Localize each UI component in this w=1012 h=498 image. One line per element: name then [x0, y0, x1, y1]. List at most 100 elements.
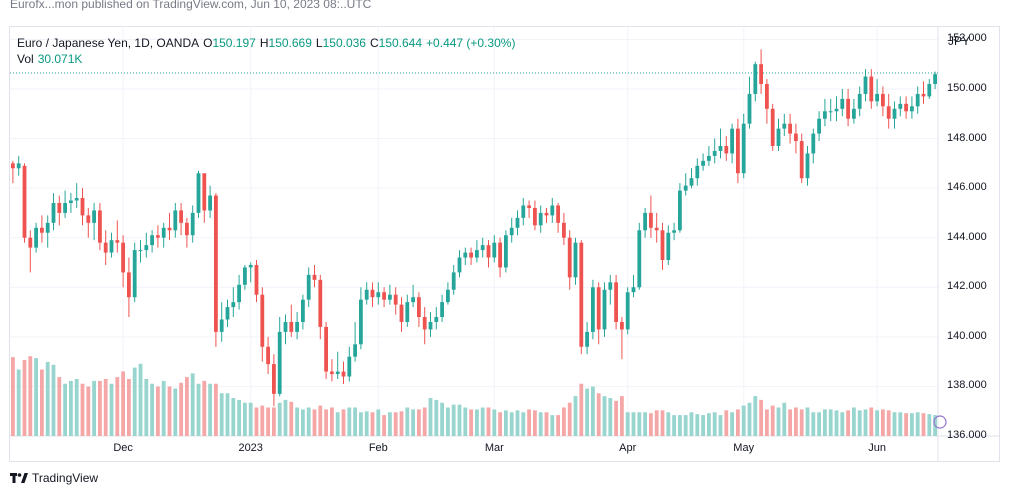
- volume-bar: [335, 412, 340, 436]
- footer-brand[interactable]: TradingView: [10, 471, 98, 485]
- volume-bar: [631, 412, 636, 436]
- candle-body: [69, 200, 73, 203]
- candle-body: [11, 163, 15, 169]
- legend-close-label: C: [369, 36, 379, 50]
- legend-vol-value: 30.071K: [37, 52, 83, 66]
- volume-bar: [521, 412, 526, 436]
- volume-bar: [602, 396, 607, 436]
- volume-bar: [214, 383, 218, 436]
- legend-high-label: H: [259, 36, 269, 50]
- candle-body: [828, 111, 833, 113]
- volume-bar: [370, 412, 375, 436]
- candle-body: [585, 331, 589, 347]
- volume-bar: [69, 380, 73, 436]
- volume-bar: [266, 407, 270, 436]
- candle-body: [411, 297, 415, 303]
- volume-bar: [347, 407, 352, 436]
- volume-bar: [863, 409, 868, 436]
- legend-close-value: 150.644: [378, 36, 423, 50]
- candle-body: [915, 93, 920, 107]
- volume-bar: [57, 377, 62, 436]
- candle-body: [504, 235, 508, 268]
- volume-bar: [51, 364, 56, 436]
- volume-bar: [231, 398, 236, 436]
- candle-body: [57, 202, 62, 213]
- candle-body: [185, 222, 189, 236]
- volume-bar: [480, 407, 485, 436]
- volume-bar: [486, 407, 491, 436]
- y-tick-label: 138.000: [947, 379, 987, 392]
- candle-body: [475, 250, 479, 258]
- candle-body: [556, 205, 560, 223]
- volume-bar: [625, 412, 630, 436]
- volume-bar: [34, 358, 38, 436]
- volume-bar: [718, 415, 723, 436]
- volume-bar: [11, 357, 15, 436]
- legend-low-label: L: [315, 36, 323, 50]
- candle-body: [45, 222, 50, 233]
- candle-body: [869, 76, 874, 102]
- candle-body: [109, 240, 114, 253]
- candle-body: [272, 364, 276, 394]
- candle-body: [654, 227, 659, 231]
- volume-bar: [63, 383, 67, 436]
- volume-bar: [788, 409, 792, 436]
- volume-bar: [341, 409, 346, 436]
- candle-body: [364, 289, 369, 300]
- volume-bar: [98, 380, 102, 436]
- volume-bar: [289, 401, 294, 436]
- volume-bar: [318, 405, 323, 436]
- candle-body: [422, 317, 427, 330]
- currency-label: JPY: [948, 34, 971, 48]
- volume-bar: [649, 413, 653, 436]
- volume-bar: [150, 383, 154, 436]
- candle-body: [138, 250, 143, 252]
- volume-bar: [678, 415, 682, 436]
- candle-body: [643, 212, 647, 231]
- candle-body: [765, 84, 769, 109]
- candle-body: [724, 145, 729, 154]
- volume-bar: [834, 410, 839, 436]
- volume-bar: [103, 379, 108, 436]
- candle-body: [208, 195, 212, 211]
- candle-body: [863, 76, 868, 94]
- volume-bar: [695, 414, 700, 436]
- candle-body: [823, 111, 827, 119]
- y-tick-label: 150.000: [947, 81, 987, 94]
- volume-bar: [904, 413, 908, 436]
- candle-body: [573, 242, 578, 278]
- candle-body: [701, 160, 705, 166]
- volume-bar: [579, 383, 584, 436]
- volume-bar: [74, 379, 79, 436]
- volume-bar: [132, 367, 137, 436]
- candle-body: [301, 299, 305, 322]
- y-tick-label: 142.000: [947, 280, 987, 293]
- volume-bar: [80, 383, 85, 436]
- legend-vol-label: Vol: [17, 52, 34, 66]
- volume-bar: [614, 400, 618, 436]
- volume-bar: [573, 396, 578, 436]
- footer-brand-label: TradingView: [32, 471, 99, 485]
- candle-body: [446, 289, 450, 303]
- volume-bar: [208, 383, 212, 436]
- volume-bar: [260, 405, 265, 436]
- volume-bar: [724, 410, 729, 436]
- volume-bar: [190, 373, 195, 436]
- candle-body: [707, 155, 711, 161]
- candle-body: [904, 103, 908, 112]
- candle-body: [115, 240, 120, 243]
- volume-bar: [556, 415, 560, 436]
- candle-body: [219, 319, 224, 332]
- candle-body: [579, 242, 584, 347]
- volume-bar: [86, 386, 91, 436]
- candle-body: [388, 294, 392, 300]
- candle-body: [927, 84, 932, 97]
- candle-body: [417, 297, 421, 318]
- candle-body: [376, 292, 381, 298]
- volume-bar: [927, 414, 932, 436]
- y-tick-label: 152.000: [947, 32, 987, 45]
- candle-body: [770, 108, 775, 146]
- volume-bar: [295, 407, 299, 436]
- x-tick-label: 2023: [238, 442, 263, 454]
